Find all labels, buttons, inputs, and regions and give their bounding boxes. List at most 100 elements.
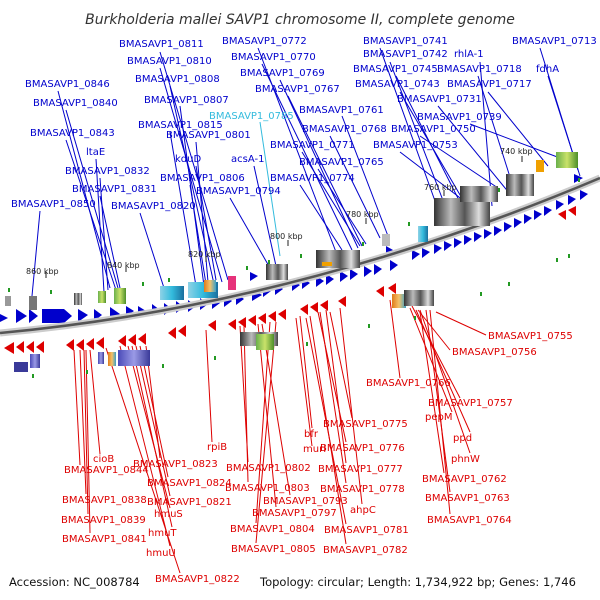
leader-line (339, 307, 363, 505)
gene-label: BMASAVP1_0802 (226, 463, 311, 474)
leader-line (79, 349, 87, 495)
gene-label: BMASAVP1_0750 (391, 124, 476, 135)
gene-label: BMASAVP1_0772 (222, 36, 307, 47)
gene-label: BMASAVP1_0762 (422, 474, 507, 485)
leader-line (261, 323, 291, 496)
gene-label: BMASAVP1_0717 (447, 79, 532, 90)
gene-label: cioB (93, 454, 114, 465)
gene-label: BMASAVP1_0832 (65, 166, 150, 177)
topology-text: Topology: circular; Length: 1,734,922 bp… (259, 575, 576, 589)
leader-line (435, 311, 487, 336)
gene-label: BMASAVP1_0771 (270, 140, 355, 151)
leader-line (85, 349, 91, 534)
leader-line (329, 135, 381, 239)
gene-label: BMASAVP1_0810 (127, 56, 212, 67)
leader-line (279, 79, 359, 249)
gene-label: BMASAVP1_0781 (324, 525, 409, 536)
leader-line (325, 309, 347, 464)
gene-label: BMASAVP1_0808 (135, 74, 220, 85)
gene-label: BMASAVP1_0769 (240, 68, 325, 79)
leader-line (83, 349, 89, 515)
gene-label: rhlA-1 (454, 49, 484, 60)
gene-label: BMASAVP1_0739 (417, 112, 502, 123)
gene-label: BMASAVP1_0823 (133, 459, 218, 470)
leader-line (169, 85, 215, 285)
gene-label: BMASAVP1_0846 (25, 79, 110, 90)
kbp-scale: 740 kbp 760 kbp 780 kbp 800 kbp 820 kbp … (26, 147, 533, 278)
leader-line (295, 317, 313, 447)
reverse-strand-genes (4, 206, 576, 354)
leader-line (429, 309, 451, 515)
leader-line (409, 307, 453, 413)
gene-label: BMASAVP1_0741 (363, 36, 448, 47)
gene-label: hmuS (154, 509, 183, 520)
gene-label: BMASAVP1_0776 (320, 443, 405, 454)
leader-line (317, 168, 367, 245)
leader-line (419, 311, 445, 474)
leader-line (329, 311, 353, 419)
leader-line (319, 311, 347, 484)
gene-label: pepM (425, 412, 452, 423)
gene-label: BMASAVP1_0775 (323, 419, 408, 430)
gene-label: BMASAVP1_0840 (33, 98, 118, 109)
leader-line (89, 349, 101, 455)
gene-label: BMASAVP1_0743 (355, 79, 440, 90)
leader-line (119, 345, 171, 547)
gene-label: BMASAVP1_0767 (255, 84, 340, 95)
leader-line (379, 47, 445, 227)
gene-label: ppd (453, 433, 472, 444)
leader-line (139, 345, 169, 478)
gene-label: BMASAVP1_0794 (196, 186, 281, 197)
gene-label: BMASAVP1_0765 (299, 157, 384, 168)
gene-label: BMASAVP1_0777 (318, 464, 403, 475)
leader-line (419, 309, 471, 454)
gene-label: BMASAVP1_0755 (488, 331, 573, 342)
leader-line (65, 109, 119, 289)
gene-label: BMASAVP1_0763 (425, 493, 510, 504)
gene-label: BMASAVP1_0807 (144, 95, 229, 106)
leader-line (341, 115, 389, 237)
leader-line (127, 345, 171, 509)
gene-label: ahpC (350, 505, 376, 516)
gene-label: BMASAVP1_0753 (373, 140, 458, 151)
leader-line (169, 131, 197, 287)
gene-label: phnW (451, 454, 480, 465)
map-title: Burkholderia mallei SAVP1 chromosome II,… (85, 12, 515, 28)
leader-line (255, 321, 277, 544)
gene-label: bfr (304, 429, 319, 440)
tick-label: 780 kbp (346, 210, 379, 219)
forward-gene-labels: BMASAVP1_0741 BMASAVP1_0713 BMASAVP1_077… (11, 36, 597, 212)
gene-label-highlighted: BMASAVP1_0785 (209, 111, 294, 122)
gene-label: BMASAVP1_0815 (138, 120, 223, 131)
gene-label: BMASAVP1_0822 (155, 574, 240, 585)
leader-line (229, 197, 271, 269)
leader-line (301, 151, 361, 247)
forward-strand-genes (0, 174, 588, 323)
leader-line (65, 139, 117, 291)
reverse-gene-labels: BMASAVP1_0755 BMASAVP1_0756 BMASAVP1_076… (61, 331, 573, 585)
gene-label: BMASAVP1_0713 (512, 36, 597, 47)
gene-label: BMASAVP1_0757 (428, 398, 513, 409)
gene-label: BMASAVP1_0839 (61, 515, 146, 526)
tick-label: 740 kbp (500, 147, 533, 156)
leader-line (469, 123, 561, 159)
gene-label: BMASAVP1_0843 (30, 128, 115, 139)
gene-label: BMASAVP1_0824 (147, 478, 232, 489)
gene-label: BMASAVP1_0793 (263, 496, 348, 507)
feature-blocks (5, 152, 578, 372)
gene-label: kduD (175, 154, 201, 165)
leader-line (259, 121, 281, 257)
accession-text: Accession: NC_008784 (9, 575, 140, 589)
gene-label: BMASAVP1_0766 (366, 378, 451, 389)
rna-feature-marks (8, 178, 580, 378)
leader-line (389, 299, 401, 379)
leader-line (299, 315, 313, 429)
gene-label: BMASAVP1_0841 (62, 534, 147, 545)
leader-line (415, 309, 471, 433)
leader-line (135, 345, 171, 497)
gene-label: hmuT (148, 528, 177, 539)
gene-label: fdhA (536, 64, 559, 75)
gene-label: BMASAVP1_0821 (147, 497, 232, 508)
gene-label: hmuU (146, 548, 176, 559)
